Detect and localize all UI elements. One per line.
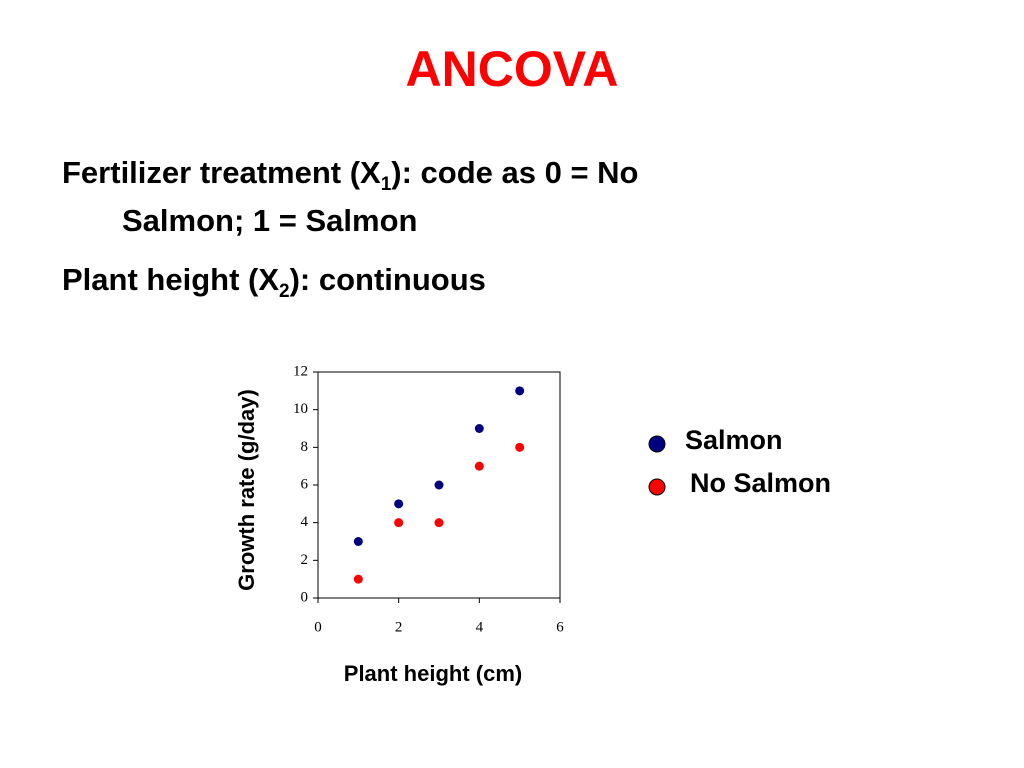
point — [434, 480, 444, 490]
x-axis-label: Plant height (cm) — [344, 661, 522, 686]
bullet: Fertilizer treatment (X1): code as 0 = N… — [62, 155, 639, 196]
point — [353, 574, 363, 584]
y-tick-label: 10 — [293, 401, 308, 417]
legend-marker — [648, 478, 666, 496]
y-tick-label: 12 — [293, 363, 308, 379]
text: Plant height (X — [62, 262, 279, 297]
y-tick-label: 2 — [301, 552, 309, 568]
legend-label: No Salmon — [690, 468, 831, 498]
y-tick-label: 0 — [301, 589, 309, 605]
slide-title: ANCOVA — [405, 41, 619, 97]
x-tick-label: 4 — [476, 619, 484, 635]
y-axis-label: Growth rate (g/day) — [234, 389, 259, 591]
x-tick-label: 0 — [314, 619, 322, 635]
subscript: 2 — [279, 281, 290, 303]
point — [515, 386, 525, 396]
bullet-continuation: Salmon; 1 = Salmon — [122, 203, 418, 238]
point — [474, 424, 484, 433]
bullet: Plant height (X2): continuous — [62, 262, 486, 303]
y-tick-label: 6 — [301, 476, 309, 492]
point — [394, 499, 404, 509]
x-tick-label: 2 — [395, 619, 403, 635]
point — [353, 537, 363, 546]
subscript: 1 — [380, 174, 392, 196]
point — [434, 518, 444, 528]
point — [474, 461, 484, 471]
point — [515, 442, 525, 452]
x-tick-label: 6 — [556, 619, 564, 635]
text: Fertilizer treatment (X — [62, 155, 381, 190]
text: ): code as 0 = No — [391, 155, 639, 190]
y-tick-label: 4 — [301, 514, 309, 530]
text: ): continuous — [289, 262, 486, 297]
legend-label: Salmon — [685, 425, 783, 455]
y-tick-label: 8 — [301, 439, 309, 455]
point — [394, 518, 404, 528]
legend-marker — [648, 435, 666, 453]
